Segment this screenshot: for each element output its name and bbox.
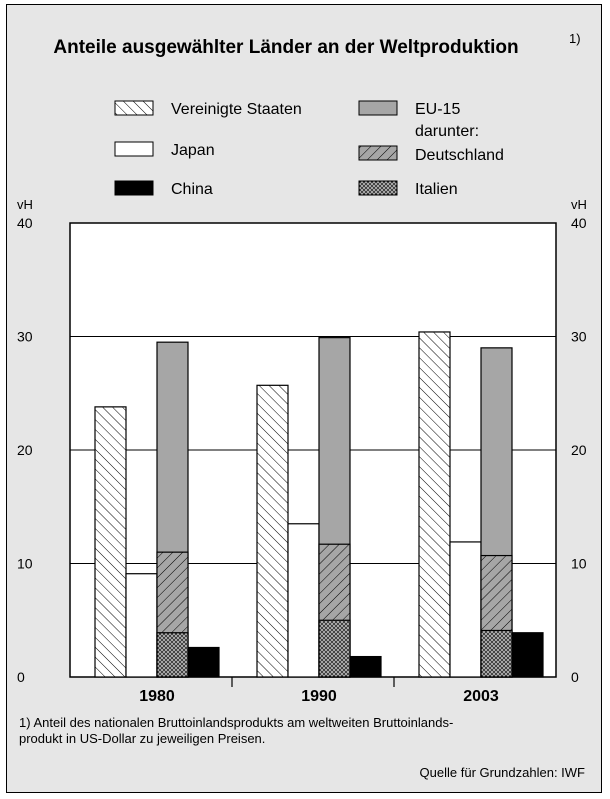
bar-italien [156, 632, 189, 678]
legend-swatch-china [114, 180, 154, 196]
footnote-line-1: 1) Anteil des nationalen Bruttoinlandspr… [19, 715, 453, 730]
legend-swatch-deutschland [358, 145, 398, 161]
y-tick-label-left: 0 [17, 669, 25, 685]
y-axis-unit-left: vH [17, 197, 33, 212]
bars [94, 331, 544, 678]
legend-label-japan: Japan [171, 142, 215, 159]
legend-label-deutschland: Deutschland [415, 147, 504, 164]
bar-vereinigte-staaten [418, 331, 451, 678]
y-tick-label-right: 0 [571, 669, 579, 685]
bar-vereinigte-staaten [94, 406, 127, 678]
bar-china [187, 646, 220, 678]
legend-label-italien: Italien [415, 181, 458, 198]
x-tick-label: 2003 [463, 688, 499, 705]
y-tick-label-left: 10 [17, 556, 33, 572]
bar-china [349, 655, 382, 678]
legend-swatch-japan [114, 141, 154, 157]
legend-label-china: China [171, 181, 213, 198]
y-tick-label-left: 30 [17, 329, 33, 345]
legend-label-vereinigte-staaten: Vereinigte Staaten [171, 101, 302, 118]
y-tick-label-right: 40 [571, 215, 587, 231]
y-tick-label-right: 10 [571, 556, 587, 572]
bar-japan [287, 523, 320, 678]
y-axis-unit-right: vH [571, 197, 587, 212]
x-tick-label: 1990 [301, 688, 337, 705]
legend-swatch-vereinigte-staaten [114, 100, 154, 116]
y-tick-label-left: 40 [17, 215, 33, 231]
chart-title: Anteile ausgewählter Länder an der Weltp… [53, 37, 518, 58]
legend-swatch-italien [358, 180, 398, 196]
legend-sub-heading: darunter: [415, 123, 479, 140]
bar-japan [125, 573, 158, 678]
legend-label-eu-15: EU-15 [415, 101, 460, 118]
legend-swatch-eu-15 [358, 100, 398, 116]
bar-italien [318, 619, 351, 678]
bar-china [511, 632, 544, 678]
bar-italien [480, 629, 513, 678]
y-tick-label-right: 30 [571, 329, 587, 345]
x-tick-label: 1980 [139, 688, 175, 705]
chart-svg: Anteile ausgewählter Länder an der Weltp… [17, 31, 587, 780]
y-tick-label-right: 20 [571, 442, 587, 458]
footnote-line-2: produkt in US-Dollar zu jeweiligen Preis… [19, 731, 265, 746]
y-tick-label-left: 20 [17, 442, 33, 458]
bar-vereinigte-staaten [256, 384, 289, 678]
legend: Vereinigte Staaten Japan China EU-15 dar… [114, 100, 504, 198]
source-note: Quelle für Grundzahlen: IWF [420, 765, 586, 780]
svg-text:Anteile ausgewählter Länder an: Anteile ausgewählter Länder an der Weltp… [53, 37, 518, 58]
chart-frame: Anteile ausgewählter Länder an der Weltp… [6, 4, 602, 793]
bar-japan [449, 541, 482, 678]
axis-ticks: 0 0 10 10 20 20 30 30 40 40 1980 1990 2003 [17, 215, 587, 705]
title-footnote-mark: 1) [569, 31, 581, 46]
